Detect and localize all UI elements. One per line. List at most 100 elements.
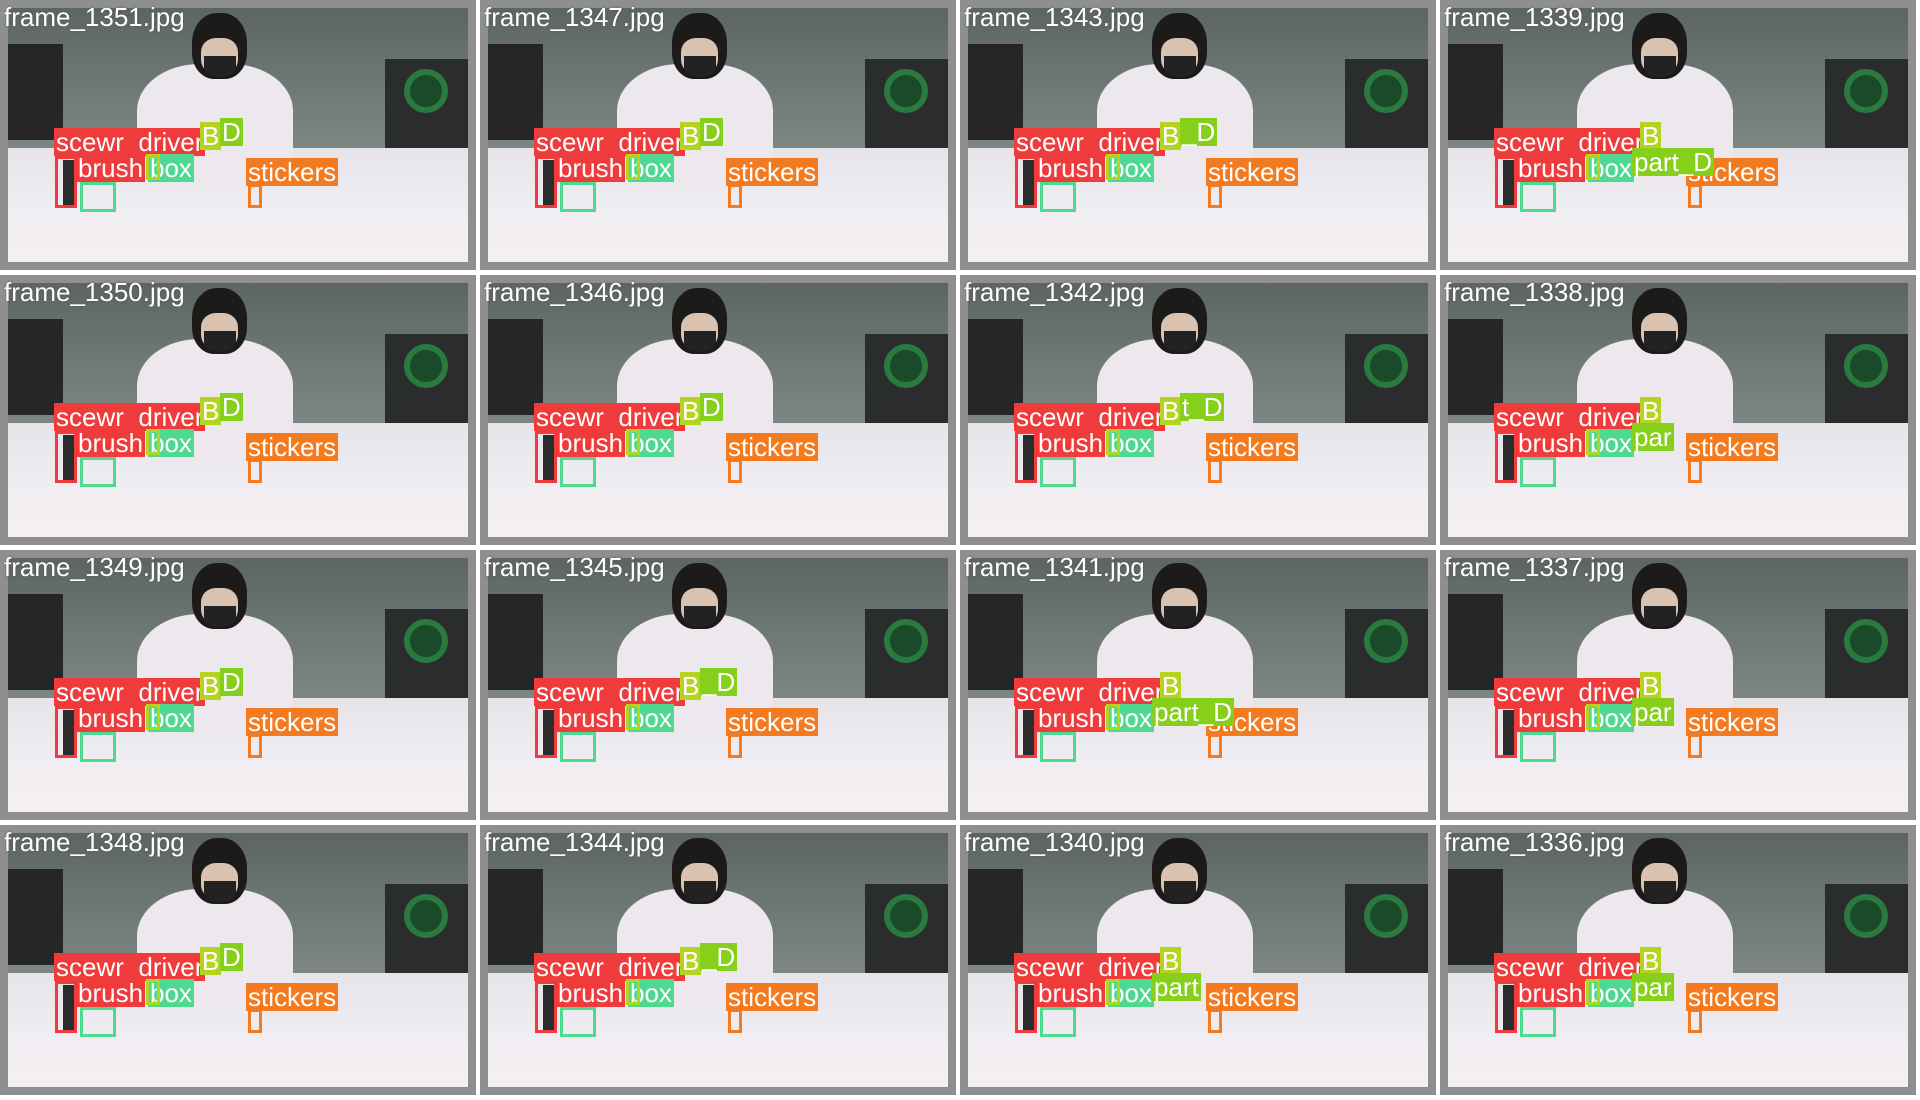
detection-label-d: D — [220, 667, 243, 697]
face-mask — [683, 331, 716, 352]
detection-label-brush: brush — [1516, 978, 1586, 1008]
face-mask — [1643, 606, 1676, 627]
detection-label-scewr-driver: scewr_driver — [1014, 677, 1166, 707]
detection-label-brush: brush — [556, 703, 626, 733]
detection-box-scewr-driver — [535, 156, 557, 208]
detection-box-stickers — [1688, 184, 1702, 208]
face-mask — [683, 56, 716, 77]
detection-label-stickers: stickers — [1686, 432, 1779, 462]
detection-box-stickers — [728, 184, 742, 208]
detection-label-stickers: stickers — [246, 982, 339, 1012]
screwdriver-object — [63, 160, 77, 206]
detection-box-stickers — [1688, 459, 1702, 483]
detection-label-brush: brush — [1516, 428, 1586, 458]
detection-label-b: B — [200, 671, 222, 701]
frame-filename: frame_1347.jpg — [484, 2, 665, 32]
detection-box-box — [1106, 979, 1120, 1005]
detection-label-d: D — [220, 117, 243, 147]
detection-box-brush — [80, 457, 116, 487]
detection-box-scewr-driver — [55, 706, 77, 758]
detection-box-scewr-driver — [1015, 706, 1037, 758]
face-mask — [1643, 881, 1676, 902]
detection-label-scewr-driver: scewr_driver — [534, 952, 686, 982]
detection-label-b: B — [1160, 946, 1182, 976]
frame-filename: frame_1336.jpg — [1444, 827, 1625, 857]
detection-label-b: B — [680, 671, 702, 701]
detection-label-scewr-driver: scewr_driver — [1494, 677, 1646, 707]
face-mask — [1643, 331, 1676, 352]
detection-box-stickers — [728, 1009, 742, 1033]
detection-box-stickers — [248, 1009, 262, 1033]
detection-box-brush — [80, 1007, 116, 1037]
detection-box-box — [626, 154, 640, 180]
detection-label-part-d: part_D — [1632, 147, 1715, 177]
detection-label-scewr-driver: scewr_driver — [54, 402, 206, 432]
face-mask — [1163, 606, 1196, 627]
frame-filename: frame_1339.jpg — [1444, 2, 1625, 32]
detection-label-box: box — [148, 153, 194, 183]
detection-label-scewr-driver: scewr_driver — [54, 952, 206, 982]
frame-tile[interactable]: scewr_driver brush box B _D stickers frame_134… — [480, 825, 956, 1095]
detection-label-b: B — [680, 396, 702, 426]
equipment-shelf — [968, 43, 1024, 141]
detection-box-box — [146, 429, 160, 455]
equipment-shelf — [1448, 318, 1504, 416]
detection-label-stickers: stickers — [726, 982, 819, 1012]
face-mask — [683, 606, 716, 627]
face-mask — [1163, 331, 1196, 352]
detection-box-scewr-driver — [1495, 706, 1517, 758]
detection-box-brush — [560, 182, 596, 212]
equipment-shelf — [1448, 593, 1504, 691]
detection-box-stickers — [248, 459, 262, 483]
equipment-shelf — [488, 593, 544, 691]
cable-reel — [883, 68, 928, 113]
detection-box-box — [146, 979, 160, 1005]
frame-filename: frame_1346.jpg — [484, 277, 665, 307]
frame-tile[interactable]: scewr_driver brush box B _D stickers frame_134… — [480, 550, 956, 820]
detection-label-brush: brush — [556, 153, 626, 183]
detection-label-b: B — [200, 946, 222, 976]
detection-box-box — [146, 154, 160, 180]
face-mask — [683, 881, 716, 902]
detection-label-b: B — [680, 946, 702, 976]
frame-filename: frame_1340.jpg — [964, 827, 1145, 857]
detection-label-d: D — [700, 117, 723, 147]
cable-reel — [1363, 343, 1408, 388]
detection-label-brush: brush — [556, 428, 626, 458]
detection-box-brush — [80, 732, 116, 762]
detection-label-brush: brush — [1036, 978, 1106, 1008]
cable-reel — [883, 343, 928, 388]
detection-box-scewr-driver — [535, 431, 557, 483]
cable-reel — [883, 618, 928, 663]
frame-filename: frame_1342.jpg — [964, 277, 1145, 307]
detection-label-brush: brush — [1036, 703, 1106, 733]
screwdriver-object — [1023, 160, 1037, 206]
detection-label-stickers: stickers — [1686, 707, 1779, 737]
cable-reel — [403, 618, 448, 663]
detection-box-box — [146, 704, 160, 730]
detection-label-b: B — [1640, 671, 1662, 701]
screwdriver-object — [1503, 160, 1517, 206]
frame-tile[interactable]: scewr_driver brush box B _D stickers frame_134… — [960, 0, 1436, 270]
detection-label-part-d: par — [1632, 697, 1674, 727]
detection-label-scewr-driver: scewr_driver — [534, 127, 686, 157]
